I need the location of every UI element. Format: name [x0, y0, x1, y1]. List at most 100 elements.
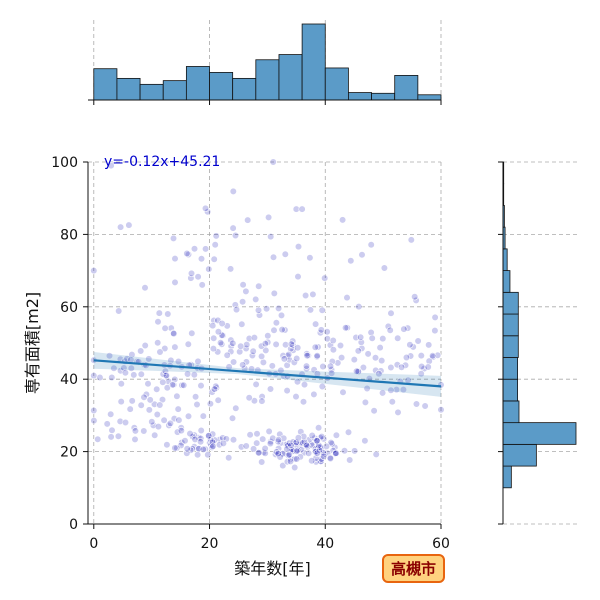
scatter-point	[131, 435, 139, 444]
scatter-point	[202, 245, 210, 253]
scatter-point	[188, 329, 196, 337]
scatter-point	[115, 307, 123, 315]
right-hist-bar	[502, 248, 508, 272]
top-hist-bar	[417, 94, 442, 101]
scatter-point	[114, 432, 122, 440]
scatter-point	[417, 370, 425, 378]
scatter-point	[126, 405, 134, 413]
scatter-point	[223, 351, 231, 359]
scatter-point	[358, 251, 366, 259]
scatter-point	[153, 410, 161, 419]
scatter-point	[107, 162, 115, 170]
scatter-point	[242, 442, 250, 450]
scatter-point	[323, 335, 332, 343]
scatter-point	[194, 451, 202, 459]
scatter-point	[424, 363, 432, 371]
scatter-point	[184, 370, 192, 378]
scatter-point	[346, 456, 354, 464]
scatter-point	[342, 324, 350, 332]
scatter-point	[344, 428, 353, 436]
y-tick-label: 0	[69, 517, 78, 533]
scatter-point	[184, 412, 193, 420]
scatter-point	[231, 231, 240, 240]
scatter-point	[197, 426, 205, 435]
y-tick-label: 100	[51, 155, 78, 171]
scatter-point	[214, 328, 222, 336]
scatter-point	[319, 449, 327, 457]
scatter-point	[281, 250, 289, 258]
scatter-point	[177, 427, 185, 435]
scatter-point	[353, 367, 361, 375]
scatter-point	[306, 254, 314, 262]
top-hist-bar	[162, 80, 187, 101]
scatter-point	[137, 370, 145, 378]
right-hist-bar	[502, 335, 519, 358]
scatter-point	[180, 381, 188, 389]
scatter-point	[294, 446, 302, 455]
scatter-point	[208, 438, 217, 446]
scatter-point	[90, 406, 98, 415]
scatter-point	[116, 223, 125, 231]
scatter-point	[205, 265, 213, 273]
scatter-point	[282, 341, 290, 349]
scatter-point	[281, 326, 289, 334]
scatter-point	[252, 380, 260, 389]
scatter-point	[228, 414, 237, 422]
scatter-point	[181, 437, 189, 445]
scatter-point	[243, 341, 251, 349]
scatter-point	[321, 274, 329, 282]
scatter-point	[209, 322, 217, 330]
x-tick-label: 20	[201, 536, 219, 552]
scatter-point	[414, 337, 422, 345]
scatter-point	[329, 346, 338, 354]
right-hist-bar	[502, 422, 577, 445]
scatter-point	[130, 371, 138, 379]
scatter-point	[199, 412, 207, 420]
scatter-point	[417, 352, 425, 360]
scatter-point	[90, 267, 98, 275]
scatter-point	[275, 304, 283, 313]
scatter-point	[254, 306, 263, 314]
scatter-point	[265, 427, 273, 436]
scatter-point	[193, 400, 201, 409]
scatter-point	[210, 385, 219, 393]
scatter-point	[331, 450, 340, 458]
scatter-point	[154, 423, 162, 431]
scatter-point	[227, 348, 235, 356]
scatter-point	[399, 386, 408, 394]
scatter-point	[229, 339, 237, 347]
scatter-point	[261, 340, 270, 348]
scatter-point	[208, 443, 216, 452]
scatter-point	[266, 385, 275, 393]
scatter-point	[354, 347, 362, 355]
scatter-point	[229, 187, 237, 195]
scatter-point	[368, 334, 376, 342]
top-hist-bar	[394, 75, 419, 101]
scatter-point	[313, 437, 321, 445]
y-tick-label: 80	[60, 227, 78, 243]
scatter-point	[287, 340, 295, 348]
scatter-point	[198, 281, 206, 289]
scatter-point	[379, 389, 387, 397]
scatter-point	[160, 416, 168, 424]
scatter-point	[359, 363, 368, 372]
scatter-point	[237, 342, 245, 350]
top-hist-bar	[348, 92, 372, 101]
right-hist-bar	[502, 357, 519, 380]
scatter-point	[313, 352, 321, 360]
scatter-point	[303, 365, 311, 373]
scatter-point	[151, 431, 159, 439]
scatter-point	[186, 430, 194, 438]
scatter-point	[230, 358, 238, 366]
scatter-point	[300, 432, 308, 441]
scatter-point	[376, 344, 384, 352]
city-badge	[382, 554, 445, 583]
scatter-point	[121, 418, 130, 427]
scatter-point	[227, 265, 235, 273]
scatter-point	[303, 352, 311, 360]
scatter-point	[141, 341, 149, 350]
scatter-point	[197, 438, 205, 446]
scatter-point	[259, 435, 267, 443]
